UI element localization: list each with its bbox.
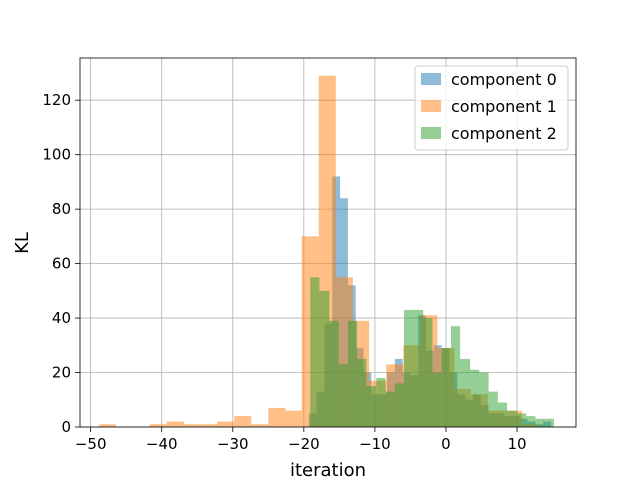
histogram-bar-component-2: [507, 410, 518, 427]
histogram-bar-component-2: [432, 372, 442, 427]
histogram-bar-component-1: [268, 407, 286, 427]
histogram-bar-component-2: [460, 358, 471, 427]
y-tick-label: 80: [52, 200, 71, 218]
histogram-bar-component-1: [166, 421, 184, 427]
histogram-bar-component-2: [404, 309, 414, 427]
histogram-bar-component-2: [497, 402, 508, 427]
histogram-bar-component-2: [450, 326, 461, 427]
histogram-bar-component-2: [338, 364, 348, 427]
histogram-bar-component-1: [149, 424, 167, 427]
y-tick-label: 120: [42, 91, 71, 109]
histogram-bar-component-1: [251, 424, 269, 427]
histogram-bar-component-1: [200, 424, 218, 427]
histogram-bar-component-2: [526, 416, 536, 427]
histogram-bar-component-2: [488, 391, 498, 427]
histogram-bar-component-2: [376, 377, 386, 427]
legend-box: [414, 65, 569, 151]
x-tick-label: −40: [146, 435, 178, 453]
legend-label-component-0: component 0: [451, 70, 557, 89]
histogram-bar-component-2: [535, 418, 545, 427]
histogram-bar-component-2: [319, 290, 330, 427]
histogram-bars: [99, 75, 554, 427]
histogram-bar-component-2: [385, 391, 395, 427]
x-tick-label: −10: [359, 435, 391, 453]
histogram-bar-component-1: [234, 416, 252, 427]
legend: component 0 component 1 component 2: [414, 65, 569, 151]
histogram-bar-component-1: [217, 421, 235, 427]
plot-frame: [79, 57, 577, 428]
x-tick-label: −30: [217, 435, 249, 453]
legend-swatch-component-1: [421, 100, 441, 112]
histogram-bar-component-1: [99, 424, 117, 427]
histogram-bar-component-2: [366, 386, 377, 427]
histogram-bar-component-2: [544, 418, 554, 427]
histogram-bar-component-2: [423, 318, 433, 427]
histogram-bar-component-1: [183, 424, 201, 427]
x-tick-label: 10: [507, 435, 526, 453]
histogram-bar-component-2: [357, 358, 367, 427]
histogram-bar-component-2: [329, 320, 339, 427]
y-tick-label: 0: [61, 418, 71, 436]
y-tick-label: 20: [52, 364, 71, 382]
legend-label-component-1: component 1: [451, 97, 557, 116]
y-tick-label: 40: [52, 309, 71, 327]
histogram-bar-component-2: [479, 372, 489, 427]
legend-swatch-component-2: [421, 127, 441, 139]
histogram-bar-component-2: [413, 309, 424, 427]
legend-label-component-2: component 2: [451, 124, 557, 143]
x-tick-label: −20: [288, 435, 320, 453]
x-tick-label: −50: [75, 435, 107, 453]
y-tick-label: 100: [42, 146, 71, 164]
y-axis-ticks: 0 20 40 60 80 100 120: [42, 91, 80, 436]
histogram-bar-component-2: [441, 348, 451, 427]
histogram-bar-component-2: [310, 277, 320, 427]
x-axis-ticks: −50 −40 −30 −20 −10 0 10: [75, 427, 527, 453]
y-axis-label: KL: [12, 232, 33, 254]
legend-swatch-component-0: [421, 73, 441, 85]
histogram-bar-component-2: [394, 383, 405, 427]
histogram-bar-component-1: [285, 410, 302, 427]
histogram-bar-component-2: [347, 320, 358, 427]
y-tick-label: 60: [52, 255, 71, 273]
x-tick-label: 0: [441, 435, 451, 453]
x-axis-label: iteration: [290, 460, 366, 480]
histogram-bar-component-2: [470, 369, 480, 427]
histogram-bar-component-2: [517, 413, 527, 427]
